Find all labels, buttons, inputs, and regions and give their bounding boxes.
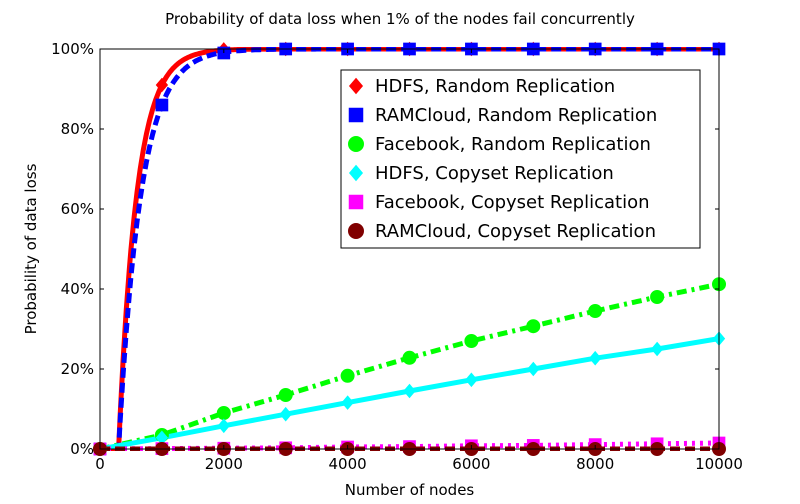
point-hdfs-copyset-replication: [279, 406, 292, 422]
y-axis-label: Probability of data loss: [22, 163, 40, 334]
legend-label-ramcloud-random-replication: RAMCloud, Random Replication: [375, 105, 657, 126]
y-tick-label: 100%: [51, 40, 94, 58]
axes-ticks: 0 2000 4000 6000 8000 10000 0% 20% 40% 60% 80% 100%: [51, 40, 743, 473]
point-facebook-random-replication: [588, 304, 603, 318]
x-tick-label: 2000: [205, 455, 243, 473]
legend-box: [340, 69, 701, 249]
legend-marker-ramcloud-random-replication: [348, 107, 364, 123]
x-tick-label: 10000: [695, 455, 743, 473]
x-tick-label: 0: [95, 455, 105, 473]
point-facebook-random-replication: [402, 350, 417, 365]
legend: HDFS, Random Replication RAMCloud, Random…: [340, 69, 701, 249]
chart-title: Probability of data loss when 1% of the …: [165, 10, 635, 28]
series-line-facebook-random-replication: [100, 281, 719, 451]
point-facebook-random-replication: [526, 319, 541, 334]
y-tick-label: 20%: [61, 360, 94, 378]
legend-label-facebook-random-replication: Facebook, Random Replication: [375, 134, 651, 155]
point-hdfs-copyset-replication: [650, 341, 664, 357]
legend-marker-facebook-random-replication: [348, 136, 364, 152]
point-facebook-random-replication: [650, 290, 665, 304]
legend-label-ramcloud-copyset-replication: RAMCloud, Copyset Replication: [375, 221, 656, 242]
y-tick-label: 40%: [61, 280, 94, 298]
x-tick-label: 8000: [576, 455, 614, 473]
point-hdfs-copyset-replication: [589, 350, 602, 366]
legend-label-facebook-copyset-replication: Facebook, Copyset Replication: [375, 192, 650, 213]
point-ramcloud-random-replication: [155, 98, 169, 112]
legend-marker-hdfs-random-replication: [348, 77, 364, 95]
legend-marker-hdfs-copyset-replication: [348, 164, 364, 182]
x-tick-label: 6000: [452, 455, 490, 473]
plot-frame: [99, 48, 720, 450]
point-facebook-random-replication: [340, 368, 355, 383]
y-tick-label: 0%: [70, 440, 94, 458]
point-hdfs-copyset-replication: [527, 361, 540, 377]
point-hdfs-copyset-replication: [465, 372, 478, 388]
point-hdfs-copyset-replication: [403, 383, 416, 399]
legend-label-hdfs-copyset-replication: HDFS, Copyset Replication: [375, 163, 614, 184]
point-hdfs-random-replication: [155, 77, 169, 93]
point-facebook-random-replication: [216, 406, 231, 420]
legend-marker-ramcloud-copyset-replication: [348, 223, 364, 239]
x-tick-label: 4000: [329, 455, 367, 473]
x-axis-label: Number of nodes: [345, 481, 475, 499]
point-facebook-random-replication: [464, 334, 479, 348]
y-tick-label: 80%: [61, 120, 94, 138]
y-tick-label: 60%: [61, 200, 94, 218]
legend-label-hdfs-random-replication: HDFS, Random Replication: [375, 76, 615, 97]
point-hdfs-copyset-replication: [217, 418, 230, 434]
point-hdfs-copyset-replication: [341, 395, 354, 410]
point-facebook-random-replication: [278, 388, 293, 402]
legend-marker-facebook-copyset-replication: [348, 194, 364, 210]
